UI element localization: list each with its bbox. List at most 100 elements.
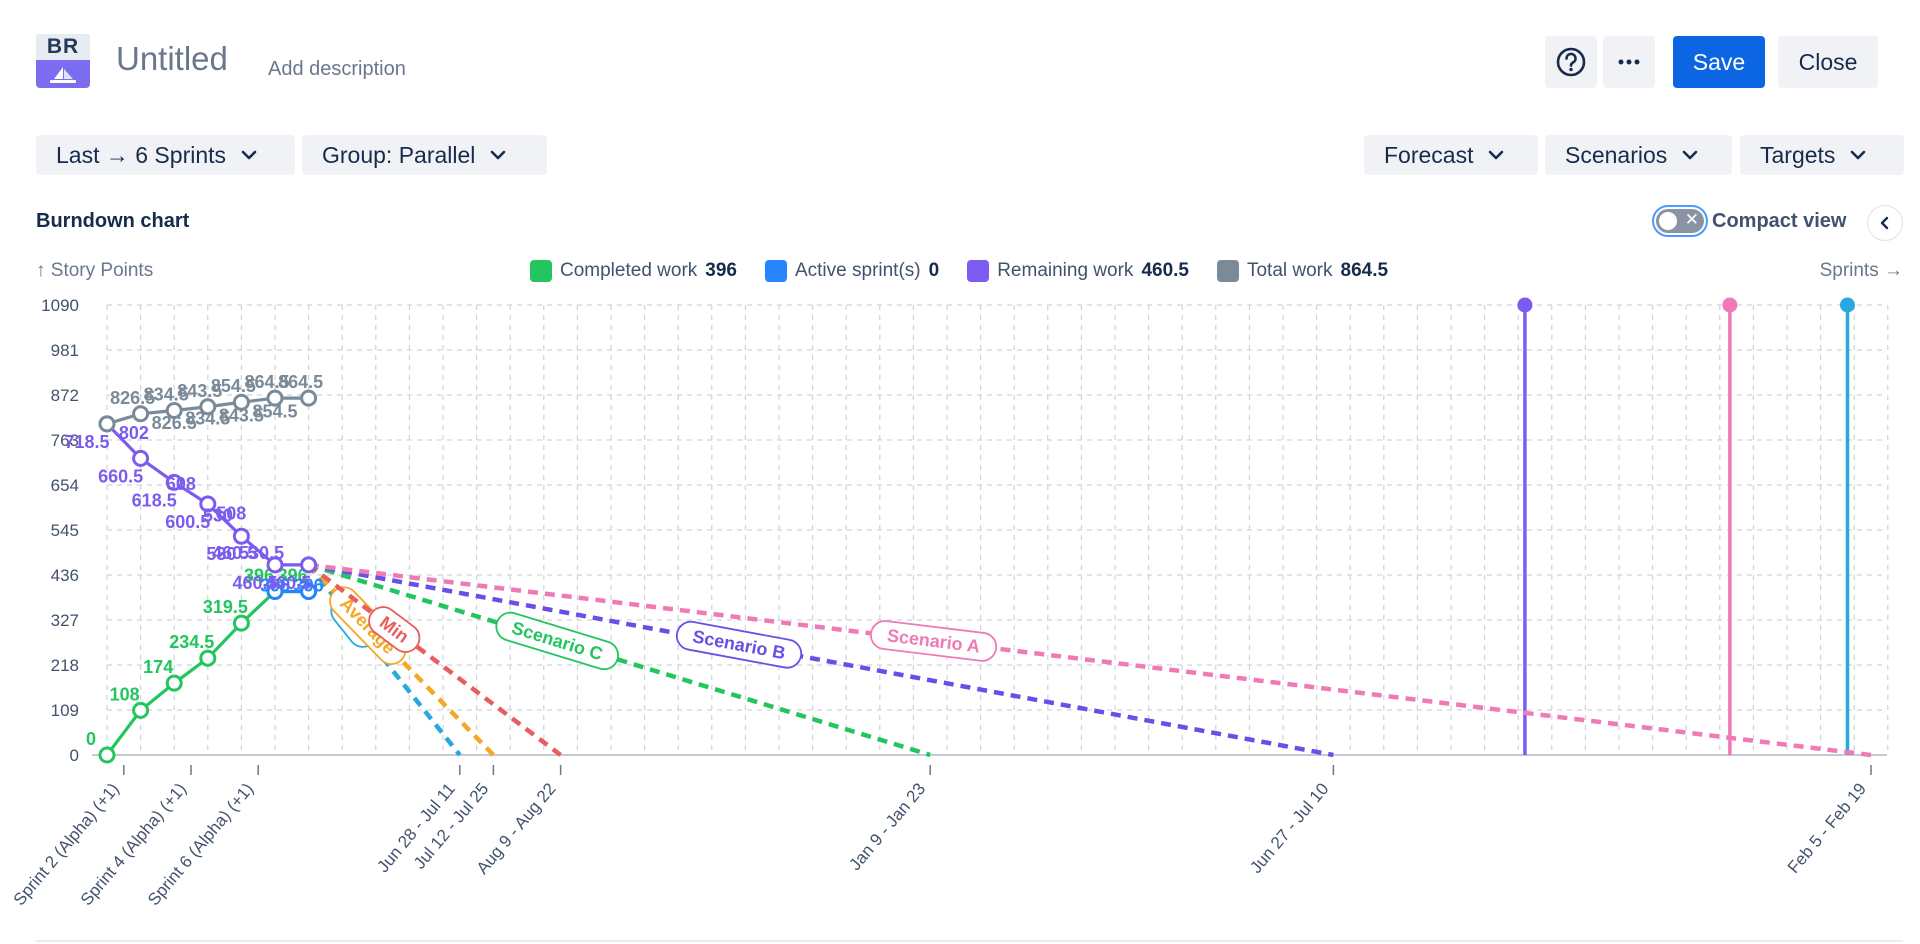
more-icon: [1618, 59, 1640, 65]
legend-swatch: [764, 260, 787, 282]
chevron-down-icon: [1489, 150, 1504, 160]
data-point: [132, 449, 150, 467]
data-label: 834.5: [144, 384, 189, 404]
data-label: 834.5: [185, 409, 230, 429]
data-label: 802: [119, 423, 149, 443]
range-dropdown[interactable]: Last → 6 Sprints: [36, 135, 295, 175]
legend-value: 864.5: [1340, 260, 1389, 281]
legend-value: 0: [928, 260, 940, 281]
data-point: [199, 398, 217, 416]
data-label: 843.5: [177, 381, 222, 401]
data-point: [165, 401, 183, 419]
targets-dropdown-label: Targets: [1760, 141, 1836, 168]
chevron-left-icon: [1880, 216, 1889, 230]
data-label: 396: [244, 566, 274, 586]
data-label: 864.5: [244, 372, 289, 392]
target-marker: [1517, 297, 1533, 313]
x-tick-label: Feb 5 - Feb 19: [1784, 779, 1870, 877]
legend-total[interactable]: Total work 864.5: [1216, 260, 1389, 282]
y-tick-label: 436: [51, 566, 79, 585]
data-label: 460.5: [232, 573, 277, 593]
legend-active[interactable]: Active sprint(s) 0: [764, 260, 940, 282]
forecast-label: Scenario B: [675, 620, 803, 669]
data-point: [232, 614, 250, 632]
data-label: 826.5: [152, 413, 197, 433]
y-tick-label: 872: [51, 386, 79, 405]
forecast-line: [307, 563, 562, 757]
scenarios-dropdown[interactable]: Scenarios: [1545, 135, 1732, 175]
save-button[interactable]: Save: [1673, 36, 1765, 88]
chevron-down-icon: [491, 150, 506, 160]
data-label: 600.5: [165, 512, 210, 532]
data-point: [132, 405, 150, 423]
x-tick-label: Jun 27 - Jul 10: [1246, 779, 1332, 877]
scenarios-dropdown-label: Scenarios: [1565, 141, 1668, 168]
x-axis-unit: Sprints →: [1819, 260, 1903, 281]
help-button[interactable]: [1545, 36, 1597, 88]
top-bar: BR Untitled Add description Save Close: [36, 30, 1896, 90]
more-button[interactable]: [1603, 36, 1655, 88]
data-label: 460.5: [266, 573, 311, 593]
data-label: 530.5: [239, 543, 284, 563]
compact-view-toggle[interactable]: ✕: [1652, 205, 1708, 237]
data-label: 234.5: [169, 632, 214, 652]
data-point: [232, 393, 250, 411]
data-label: 660.5: [98, 466, 143, 486]
target-marker: [1839, 297, 1855, 313]
data-point: [300, 389, 318, 407]
x-tick-label: Jan 9 - Jan 23: [845, 779, 929, 874]
y-axis-unit: ↑ Story Points: [36, 260, 154, 281]
data-point: [266, 389, 284, 407]
legend-label: Completed work: [560, 260, 698, 281]
close-button[interactable]: Close: [1778, 36, 1878, 88]
legend-remaining[interactable]: Remaining work 460.5: [967, 260, 1189, 282]
data-label: 396: [278, 566, 308, 586]
close-icon: ✕: [1684, 210, 1699, 229]
forecast-line: [307, 562, 931, 758]
data-point: [300, 556, 318, 574]
data-label: 460.5: [212, 543, 257, 563]
help-icon: [1556, 47, 1586, 77]
data-label: 530: [203, 506, 233, 526]
data-label: 396: [260, 576, 290, 596]
divider: [36, 940, 1903, 942]
forecast-line: [308, 562, 1334, 758]
data-label: 530: [206, 544, 236, 564]
report-title[interactable]: Untitled: [116, 40, 228, 77]
legend-completed[interactable]: Completed work 396: [530, 260, 737, 282]
data-label: 108: [110, 684, 140, 704]
y-tick-label: 0: [70, 746, 79, 765]
forecast-label-text: Scenario C: [509, 618, 605, 665]
group-dropdown-label: Group: Parallel: [322, 141, 476, 168]
chart-legend: Completed work 396 Active sprint(s) 0 Re…: [530, 260, 1416, 282]
y-tick-label: 109: [51, 701, 79, 720]
y-tick-label: 763: [51, 431, 79, 450]
forecast-dropdown[interactable]: Forecast: [1364, 135, 1538, 175]
y-tick-label: 654: [51, 476, 79, 495]
data-label: 319.5: [203, 597, 248, 617]
chart-title: Burndown chart: [36, 210, 190, 232]
data-point: [98, 415, 116, 433]
legend-value: 460.5: [1141, 260, 1189, 281]
group-dropdown[interactable]: Group: Parallel: [302, 135, 547, 175]
range-dropdown-label: Last → 6 Sprints: [56, 141, 227, 168]
add-description-link[interactable]: Add description: [268, 58, 406, 80]
data-point: [98, 746, 116, 764]
data-label: 718.5: [64, 432, 109, 452]
data-label: 854.5: [211, 376, 256, 396]
y-tick-label: 545: [51, 521, 79, 540]
data-label: 854.5: [252, 401, 297, 421]
targets-dropdown[interactable]: Targets: [1740, 135, 1904, 175]
compact-view-label: Compact view: [1712, 210, 1847, 232]
data-label: 608: [166, 474, 196, 494]
chevron-down-icon: [241, 150, 257, 160]
legend-swatch: [967, 260, 990, 282]
data-point: [300, 583, 318, 601]
collapse-button[interactable]: [1867, 205, 1903, 241]
legend-label: Remaining work: [997, 260, 1134, 281]
data-point: [266, 583, 284, 601]
data-point: [165, 674, 183, 692]
legend-swatch: [1216, 260, 1239, 282]
forecast-label-box: [675, 620, 803, 669]
